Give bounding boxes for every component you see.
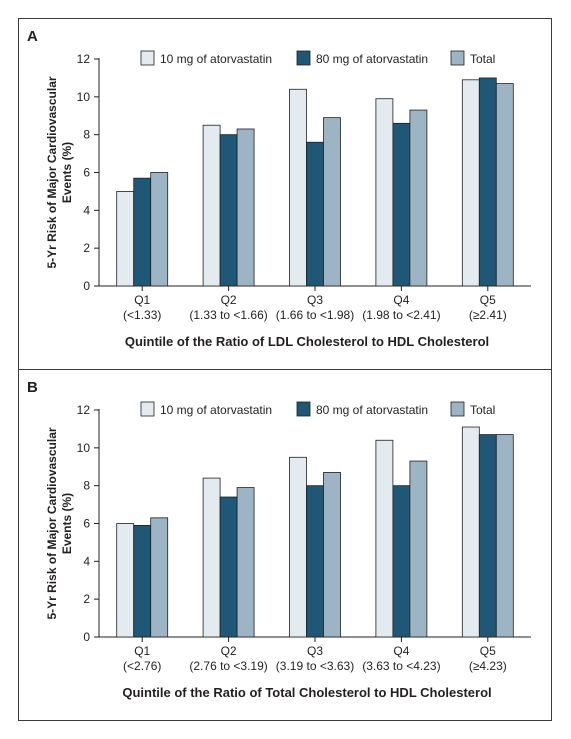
y-axis-label: 5-Yr Risk of Major CardiovascularEvents … [45, 76, 74, 268]
y-axis-label-line: 5-Yr Risk of Major Cardiovascular [45, 427, 59, 619]
legend-label: 10 mg of atorvastatin [160, 52, 272, 66]
y-tick-label: 6 [83, 166, 90, 180]
bar [150, 517, 169, 638]
bar [461, 426, 480, 638]
x-tick-sublabel: (≥2.41) [469, 308, 507, 322]
y-tick-label: 8 [83, 479, 90, 493]
legend-label: 80 mg of atorvastatin [316, 52, 428, 66]
bar [323, 472, 341, 638]
x-tick-sublabel: (1.66 to <1.98) [276, 308, 354, 322]
x-tick-label: Q3 [307, 293, 323, 307]
x-tick-sublabel: (<2.76) [123, 659, 161, 673]
bar [375, 439, 394, 638]
y-tick-label: 10 [77, 90, 91, 104]
legend-swatch [450, 50, 465, 66]
x-tick-label: Q5 [480, 644, 496, 658]
legend-swatch [140, 401, 155, 417]
y-tick-label: 4 [83, 554, 90, 568]
panel-divider [18, 369, 552, 370]
y-axis-label-line: Events (%) [60, 142, 74, 203]
bar [409, 460, 428, 638]
panel-label: B [27, 379, 38, 396]
y-axis-label: 5-Yr Risk of Major CardiovascularEvents … [45, 427, 74, 619]
bar [409, 109, 428, 287]
bar [202, 477, 221, 638]
bar [478, 77, 497, 287]
x-tick-sublabel: (3.63 to <4.23) [362, 659, 440, 673]
bar [133, 524, 152, 638]
y-tick-label: 10 [77, 441, 91, 455]
x-axis-label: Quintile of the Ratio of Total Cholester… [122, 685, 491, 700]
x-tick-sublabel: (1.33 to <1.66) [189, 308, 267, 322]
bar [236, 128, 255, 287]
x-tick-label: Q1 [134, 644, 150, 658]
y-tick-label: 8 [83, 128, 90, 142]
y-tick-label: 2 [83, 241, 90, 255]
legend-label: 80 mg of atorvastatin [316, 403, 428, 417]
bar [289, 456, 307, 638]
bar [289, 88, 307, 287]
bar [323, 117, 341, 287]
legend-swatch [296, 401, 311, 417]
y-tick-label: 0 [83, 279, 90, 293]
bar [306, 485, 324, 638]
y-tick-label: 6 [83, 517, 90, 531]
legend-label: 10 mg of atorvastatin [160, 403, 272, 417]
legend-swatch [140, 50, 155, 66]
x-axis-label: Quintile of the Ratio of LDL Cholesterol… [125, 334, 489, 349]
bar [150, 172, 169, 287]
y-tick-label: 12 [77, 403, 91, 417]
panel-b: B 0 2 4 6 8 10 12 5-Yr Risk of Major Cardiovascu… [19, 370, 551, 720]
y-tick-label: 2 [83, 592, 90, 606]
panel-label: A [27, 28, 38, 45]
x-tick-label: Q1 [134, 293, 150, 307]
bar [495, 434, 514, 638]
y-axis-label-line: Events (%) [60, 493, 74, 554]
bar [392, 122, 411, 287]
bar [116, 523, 135, 638]
bar [375, 98, 394, 287]
bar [478, 434, 497, 638]
bar [461, 79, 480, 287]
y-axis-label-line: 5-Yr Risk of Major Cardiovascular [45, 76, 59, 268]
x-tick-sublabel: (2.76 to <3.19) [189, 659, 267, 673]
bar [202, 124, 221, 287]
panel-a: A 0 2 4 6 8 10 12 5-Yr Risk of Major Cardiovascu… [19, 19, 551, 369]
bar [236, 487, 255, 638]
x-tick-sublabel: (3.19 to <3.63) [276, 659, 354, 673]
legend-swatch [450, 401, 465, 417]
legend-label: Total [470, 52, 495, 66]
y-tick-label: 4 [83, 203, 90, 217]
y-tick-label: 0 [83, 630, 90, 644]
x-tick-label: Q2 [221, 293, 237, 307]
bar [133, 177, 152, 287]
bar [495, 83, 514, 287]
x-tick-label: Q4 [393, 293, 409, 307]
legend-label: Total [470, 403, 495, 417]
bar [219, 134, 238, 287]
x-tick-sublabel: (≥4.23) [469, 659, 507, 673]
bar [116, 191, 135, 287]
y-tick-label: 12 [77, 52, 91, 66]
x-tick-sublabel: (1.98 to <2.41) [362, 308, 440, 322]
x-tick-label: Q2 [221, 644, 237, 658]
legend-swatch [296, 50, 311, 66]
x-tick-label: Q4 [393, 644, 409, 658]
bar [219, 496, 238, 638]
bar [392, 485, 411, 638]
bar [306, 141, 324, 287]
x-tick-label: Q5 [480, 293, 496, 307]
x-tick-label: Q3 [307, 644, 323, 658]
x-tick-sublabel: (<1.33) [123, 308, 161, 322]
